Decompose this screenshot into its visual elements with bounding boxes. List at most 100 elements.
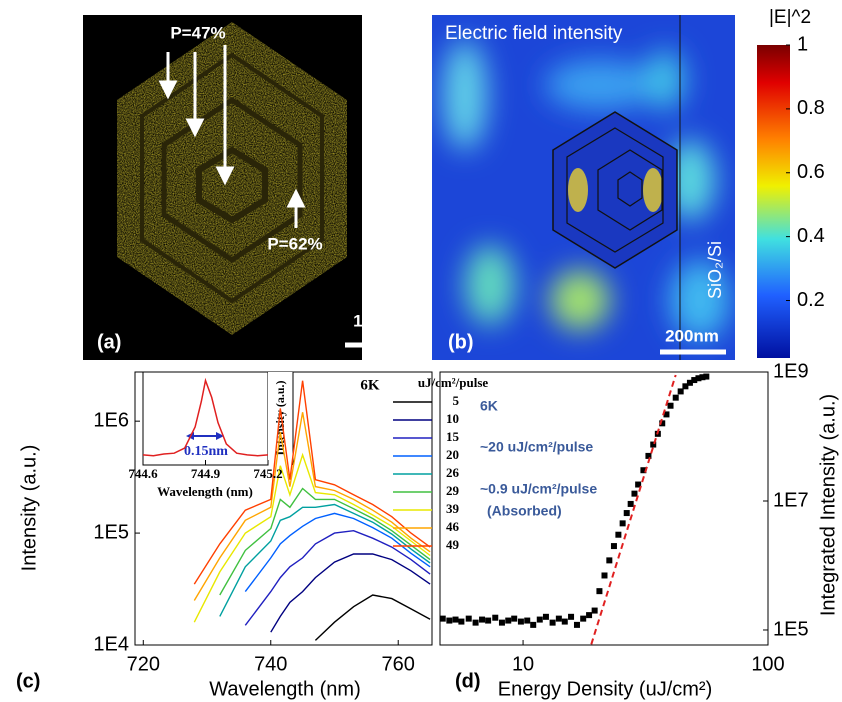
y-axis-label: Integrated Intensity (a.u.) xyxy=(817,394,839,616)
data-point xyxy=(635,481,642,488)
data-point xyxy=(479,616,486,623)
data-point xyxy=(580,615,587,622)
x-tick-label: 720 xyxy=(127,653,160,675)
data-point xyxy=(505,617,512,624)
substrate-label: SiO₂/Si xyxy=(705,241,725,299)
data-point xyxy=(458,618,465,625)
y-tick-label: 1E5 xyxy=(93,521,129,543)
data-point xyxy=(568,613,575,620)
data-point xyxy=(695,375,702,382)
data-point xyxy=(530,621,537,628)
data-point xyxy=(663,411,670,418)
data-point xyxy=(446,617,453,624)
spectrum-line xyxy=(219,503,431,617)
panel-label: (a) xyxy=(97,331,121,353)
spectrum-line xyxy=(219,487,431,596)
lines xyxy=(143,377,268,457)
hexagon xyxy=(552,111,678,269)
panel-label: (c) xyxy=(16,670,40,692)
data-point xyxy=(524,617,531,624)
x-tick-label: 10 xyxy=(512,653,534,675)
spectrum-line xyxy=(193,452,431,623)
x-tick-label: 760 xyxy=(382,653,415,675)
ring xyxy=(196,146,268,224)
arrows xyxy=(158,45,306,228)
ring xyxy=(140,52,324,304)
legend-label: 39 xyxy=(446,501,460,516)
spectrum-line xyxy=(193,380,431,585)
data-point xyxy=(627,500,634,507)
legend-label: 5 xyxy=(453,393,460,408)
ring xyxy=(566,127,664,253)
arrow-head xyxy=(185,118,205,138)
arrow-head xyxy=(158,80,178,100)
data-point xyxy=(601,572,608,579)
data-point xyxy=(485,617,492,624)
legend-label: 29 xyxy=(446,483,460,498)
annotation: P=62% xyxy=(267,234,322,253)
y-tick-label: 1E7 xyxy=(773,489,809,511)
plot-frame xyxy=(439,371,769,646)
annotation: 6K xyxy=(480,398,498,414)
data-point xyxy=(596,588,603,595)
y-axis-label: Intensity (a.u.) xyxy=(18,445,40,572)
y-tick-label: 1E5 xyxy=(773,618,809,640)
colorbar-title: |E|^2 xyxy=(769,7,811,28)
hotspot xyxy=(643,168,663,212)
spectrum-line xyxy=(244,529,431,626)
annotation: ~0.9 uJ/cm²/pulse xyxy=(480,481,597,497)
blob xyxy=(645,50,685,110)
legend-title: uJ/cm²/pulse xyxy=(418,375,489,390)
legend-label: 46 xyxy=(446,519,460,534)
blob xyxy=(545,60,655,110)
ring xyxy=(597,149,663,231)
colorbar-tick-label: 0.8 xyxy=(797,97,825,119)
annotation: (Absorbed) xyxy=(487,503,562,519)
y-tick-label: 1E9 xyxy=(773,360,809,382)
data-point xyxy=(631,490,638,497)
data-point xyxy=(573,621,580,628)
data-point xyxy=(659,420,666,427)
data-point xyxy=(686,379,693,386)
blob xyxy=(670,260,730,340)
data-point xyxy=(691,377,698,384)
spectrum-line xyxy=(244,512,431,593)
x-tick-label: 745.2 xyxy=(253,466,282,481)
y-tick-label: 1E4 xyxy=(93,633,129,655)
panel-title: Electric field intensity xyxy=(445,23,623,44)
lines xyxy=(193,380,431,641)
panel-a: P=47% P=62% 100nm (a) xyxy=(83,15,415,360)
y-tick-label: 1E6 xyxy=(93,409,129,431)
data-point xyxy=(615,531,622,538)
data-point xyxy=(610,543,617,550)
data-point xyxy=(452,616,459,623)
peak-line xyxy=(143,377,268,457)
arrow-head xyxy=(216,432,224,440)
data-point xyxy=(492,614,499,621)
data-point xyxy=(561,618,568,625)
data-point xyxy=(677,388,684,395)
annotations: 6K ~20 uJ/cm²/pulse ~0.9 uJ/cm²/pulse (A… xyxy=(480,398,597,519)
data-point xyxy=(465,615,472,622)
data-point xyxy=(542,613,549,620)
data-point xyxy=(498,619,505,626)
annotation: P=47% xyxy=(170,23,225,42)
data-point xyxy=(591,607,598,614)
x-axis-label: Energy Density (uJ/cm²) xyxy=(498,678,713,700)
colorbar-tick-label: 0.2 xyxy=(797,289,825,311)
crystal xyxy=(117,22,347,335)
spectrum-line xyxy=(193,412,431,601)
annotation: 6K xyxy=(360,377,380,393)
data-point xyxy=(586,612,593,619)
annotation: 0.15nm xyxy=(184,444,228,459)
scale-bar-label: 200nm xyxy=(665,326,719,345)
colorbar-tick-label: 0.4 xyxy=(797,225,825,247)
data-point xyxy=(650,441,657,448)
panel-b: Electric field intensity SiO₂/Si 200nm (… xyxy=(432,7,811,360)
data-point xyxy=(536,616,543,623)
panel-label: (d) xyxy=(455,670,481,692)
hotspot xyxy=(568,168,588,212)
data-point xyxy=(645,452,652,459)
blob xyxy=(443,40,487,150)
arrow-head xyxy=(215,166,235,186)
